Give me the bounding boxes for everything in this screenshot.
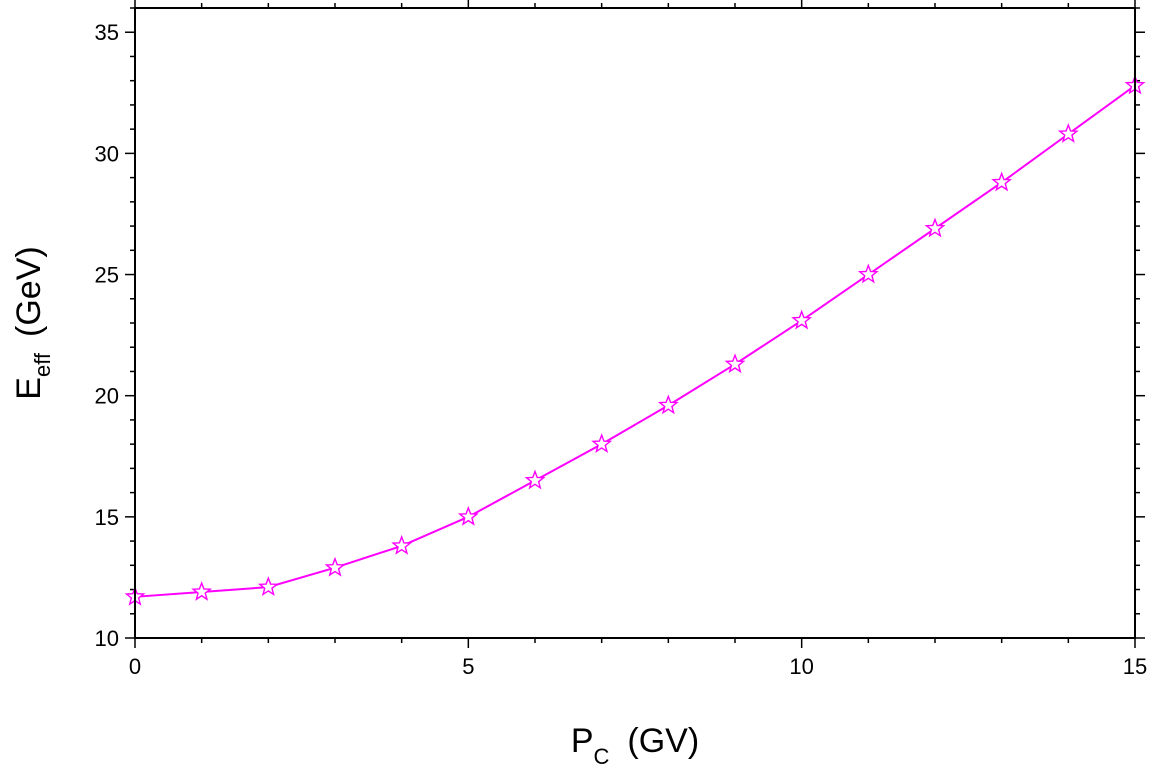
data-point-star <box>591 433 613 454</box>
x-tick-label: 0 <box>129 654 141 679</box>
series-line <box>134 84 1136 598</box>
x-axis-title-sub: C <box>594 744 610 769</box>
x-tick-label: 10 <box>789 654 813 679</box>
x-axis-title-unit: (GV) <box>627 722 699 760</box>
data-point-star <box>457 505 479 526</box>
y-axis-title: Eeff (GeV) <box>10 246 55 399</box>
y-axis-title-unit: (GeV) <box>10 246 48 337</box>
data-point-star <box>257 576 279 597</box>
y-tick-label: 10 <box>95 626 119 651</box>
x-tick-label: 15 <box>1123 654 1147 679</box>
data-point-star <box>524 469 546 490</box>
x-axis-title-main: P <box>571 722 594 760</box>
y-tick-label: 35 <box>95 20 119 45</box>
data-point-star <box>724 353 746 374</box>
x-tick-label: 5 <box>462 654 474 679</box>
y-axis-title-sub: eff <box>30 352 55 377</box>
data-point-star <box>1057 123 1079 143</box>
data-point-star <box>924 217 946 238</box>
data-point-star <box>657 394 679 415</box>
series-layer <box>124 74 1146 606</box>
y-tick-label: 15 <box>95 505 119 530</box>
y-tick-label: 25 <box>95 263 119 288</box>
y-tick-label: 20 <box>95 384 119 409</box>
y-tick-label: 30 <box>95 141 119 166</box>
y-axis-title-main: E <box>10 377 48 400</box>
data-point-star <box>857 263 879 284</box>
data-point-star <box>391 534 413 555</box>
data-point-star <box>791 309 813 330</box>
x-axis-title: PC (GV) <box>571 722 699 769</box>
tick-labels: 0 5 10 15 10 15 20 25 30 35 <box>95 20 1148 679</box>
data-point-star <box>991 171 1013 192</box>
plot-frame <box>134 7 1136 639</box>
data-point-star <box>191 580 213 601</box>
axis-ticks <box>125 0 1145 648</box>
data-point-star <box>324 556 346 577</box>
